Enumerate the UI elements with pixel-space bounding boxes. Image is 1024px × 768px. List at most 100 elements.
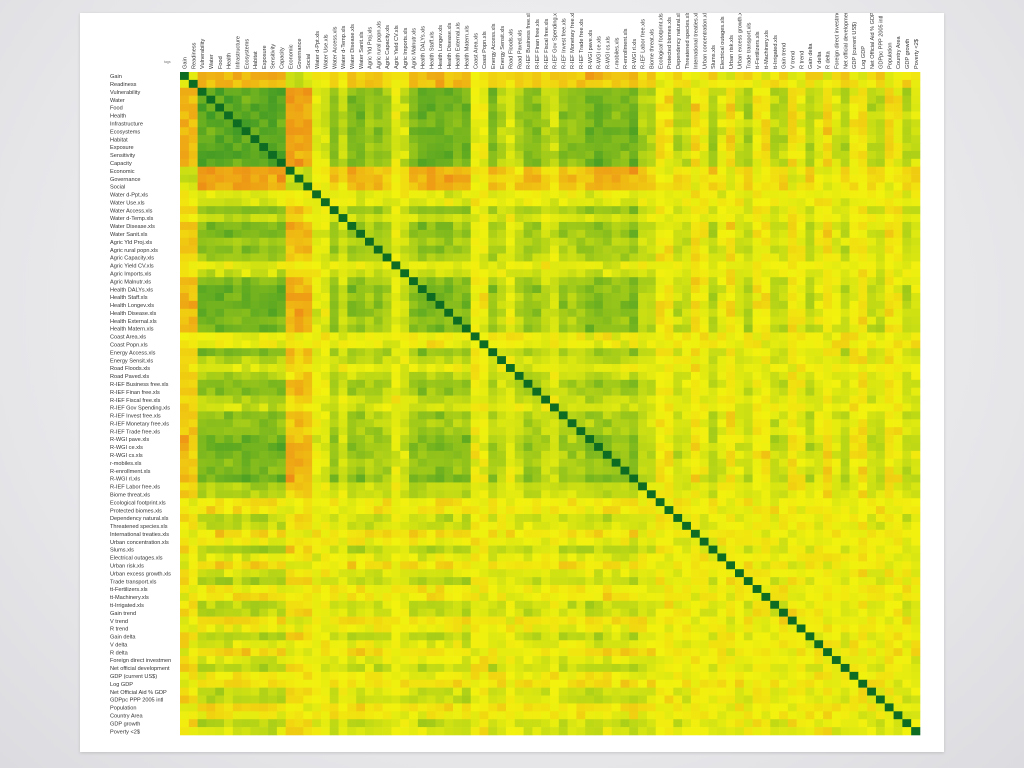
heatmap-cell	[585, 482, 595, 491]
heatmap-cell	[673, 119, 683, 128]
heatmap-cell	[893, 261, 903, 270]
heatmap-cell	[770, 458, 780, 467]
heatmap-cell	[770, 87, 780, 96]
heatmap-cell	[479, 150, 489, 160]
heatmap-cell	[294, 316, 304, 325]
heatmap-cell	[708, 332, 718, 341]
heatmap-cell	[867, 143, 877, 152]
heatmap-cell	[585, 514, 595, 523]
heatmap-cell	[682, 293, 692, 302]
heatmap-cell	[409, 403, 419, 412]
heatmap-cell	[488, 466, 498, 475]
heatmap-cell	[867, 79, 877, 89]
heatmap-cell	[232, 300, 242, 310]
heatmap-cell	[875, 293, 886, 302]
heatmap-cell	[541, 214, 551, 223]
heatmap-cell	[629, 237, 639, 246]
heatmap-cell	[752, 498, 762, 507]
heatmap-cell	[541, 395, 551, 404]
heatmap-cell	[823, 214, 833, 223]
heatmap-cell	[435, 214, 445, 223]
heatmap-cell	[831, 269, 842, 278]
heatmap-cell	[470, 87, 480, 96]
heatmap-cell	[224, 348, 234, 357]
heatmap-cell	[541, 498, 551, 507]
heatmap-cell	[646, 206, 657, 215]
heatmap-cell	[594, 72, 604, 81]
heatmap-cell	[409, 269, 419, 278]
heatmap-cell	[708, 395, 718, 404]
heatmap-cell	[241, 498, 251, 507]
heatmap-cell	[567, 237, 577, 246]
heatmap-cell	[453, 537, 463, 546]
heatmap-cell	[426, 419, 436, 428]
heatmap-cell	[805, 245, 815, 254]
heatmap-cell	[867, 87, 877, 96]
heatmap-cell	[726, 182, 736, 191]
heatmap-cell	[664, 387, 674, 396]
heatmap-cell	[849, 229, 859, 239]
heatmap-cell	[470, 442, 480, 452]
heatmap-cell	[735, 135, 745, 144]
heatmap-cell	[646, 182, 657, 191]
heatmap-cell	[558, 521, 568, 531]
heatmap-cell	[576, 371, 586, 381]
heatmap-cell	[514, 521, 524, 531]
heatmap-cell	[453, 87, 463, 96]
heatmap-cell	[849, 419, 859, 428]
heatmap-cell	[814, 435, 824, 444]
heatmap-cell	[787, 87, 797, 96]
heatmap-cell	[761, 466, 771, 475]
heatmap-cell	[541, 269, 551, 278]
heatmap-cell	[620, 340, 630, 349]
heatmap-cell	[188, 308, 198, 317]
heatmap-cell	[611, 340, 621, 349]
heatmap-cell	[787, 174, 797, 183]
heatmap-cell	[180, 277, 190, 286]
heatmap-cell	[215, 293, 225, 302]
heatmap-cell	[796, 529, 806, 538]
heatmap-cell	[285, 245, 295, 254]
heatmap-cell	[673, 403, 683, 412]
heatmap-cell	[620, 135, 630, 144]
heatmap-cell	[541, 190, 551, 199]
heatmap-cell	[664, 221, 674, 231]
heatmap-cell	[682, 450, 692, 460]
heatmap-cell	[505, 403, 516, 412]
heatmap-cell	[329, 435, 339, 444]
heatmap-cell	[699, 348, 709, 357]
heatmap-cell	[391, 190, 401, 199]
heatmap-cell	[497, 87, 507, 96]
heatmap-cell	[805, 474, 815, 483]
heatmap-cell	[893, 482, 903, 491]
heatmap-cell	[849, 340, 859, 349]
heatmap-cell	[356, 79, 366, 89]
heatmap-cell	[435, 521, 445, 531]
heatmap-cell	[629, 214, 639, 223]
heatmap-cell	[655, 332, 665, 341]
heatmap-cell	[867, 135, 877, 144]
heatmap-cell	[373, 127, 383, 136]
heatmap-cell	[505, 285, 516, 294]
heatmap-cell	[682, 143, 692, 152]
heatmap-cell	[285, 158, 295, 168]
heatmap-cell	[197, 308, 207, 317]
heatmap-cell	[902, 419, 912, 428]
heatmap-cell	[356, 403, 366, 412]
heatmap-cell	[699, 395, 709, 404]
heatmap-cell	[743, 269, 753, 278]
heatmap-cell	[779, 332, 789, 341]
heatmap-cell	[708, 119, 718, 128]
heatmap-cell	[655, 427, 665, 436]
heatmap-cell	[338, 340, 348, 349]
heatmap-cell	[188, 245, 198, 254]
heatmap-cell	[241, 340, 251, 349]
heatmap-cell	[435, 379, 445, 389]
heatmap-cell	[594, 143, 604, 152]
heatmap-cell	[391, 103, 401, 112]
heatmap-cell	[585, 458, 595, 467]
heatmap-cell	[365, 482, 375, 491]
heatmap-cell	[752, 364, 762, 373]
heatmap-cell	[338, 87, 348, 96]
heatmap-cell	[312, 253, 322, 262]
